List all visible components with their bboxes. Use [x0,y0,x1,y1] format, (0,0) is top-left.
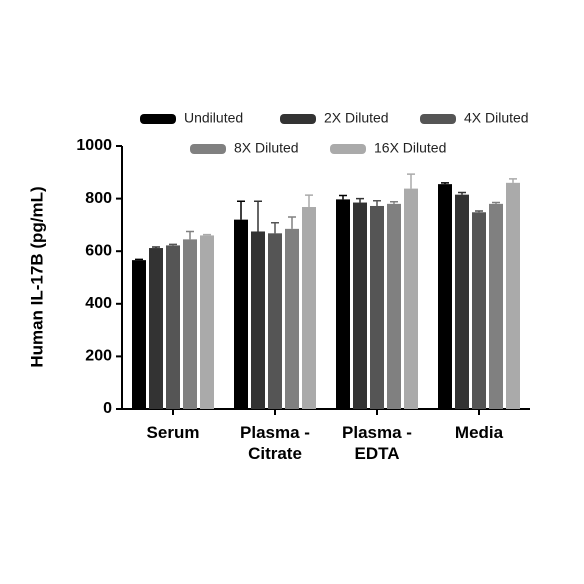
bar [438,184,452,409]
error-bar [509,178,517,183]
error-bar [390,201,398,204]
bar [506,182,520,409]
x-tick-label: Serum [146,423,200,442]
y-tick-label: 0 [103,400,112,417]
error-bar [203,233,211,236]
y-tick-label: 200 [85,348,112,365]
bar [234,219,248,409]
error-bar [339,194,347,200]
error-bar [135,258,143,261]
bar [285,228,299,409]
bar [336,199,350,409]
error-bar [186,230,194,240]
error-bar [458,191,466,195]
error-bar [356,197,364,203]
error-bar [373,199,381,206]
bar [132,260,146,409]
error-bar [305,194,313,208]
bar [251,231,265,409]
error-bar [288,216,296,229]
bar [472,212,486,409]
bar [387,203,401,409]
legend-label: 4X Diluted [464,110,529,126]
legend-label: 8X Diluted [234,140,299,156]
error-bar [492,201,500,204]
bar [353,202,367,409]
error-bar [254,200,262,232]
x-tick-label: Media [454,423,504,442]
error-bar [169,243,177,246]
bar [404,188,418,409]
bar [183,239,197,409]
bar [166,245,180,409]
y-axis-label: Human IL-17B (pg/mL) [27,186,46,367]
y-tick-label: 600 [85,242,112,259]
x-tick-label: Plasma - Citrate [240,423,310,463]
y-tick-label: 800 [85,190,112,207]
x-tick-label: Plasma - EDTA [342,423,412,463]
error-bar [441,182,449,185]
error-bar [407,173,415,189]
legend-label: Undiluted [184,110,243,126]
legend-label: 2X Diluted [324,110,389,126]
error-bar [271,222,279,234]
legend-swatch [280,114,316,124]
bar [370,205,384,409]
bar [489,203,503,409]
error-bar [237,200,245,220]
legend-label: 16X Diluted [374,140,446,156]
legend-swatch [330,144,366,154]
y-tick-label: 1000 [76,137,112,154]
bar [149,248,163,409]
bar [302,207,316,409]
y-tick-label: 400 [85,295,112,312]
legend-swatch [420,114,456,124]
error-bar [475,210,483,213]
legend-swatch [190,144,226,154]
legend-swatch [140,114,176,124]
error-bar [152,246,160,249]
bar [200,235,214,409]
bar [455,194,469,409]
bar [268,233,282,409]
